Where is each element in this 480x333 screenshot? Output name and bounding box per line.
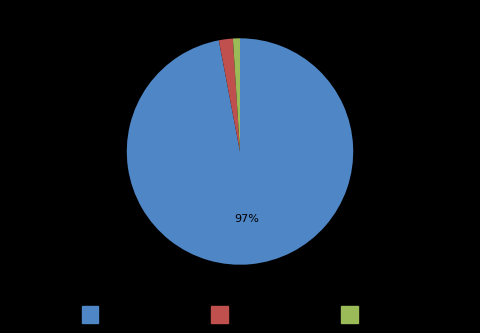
Wedge shape <box>233 38 240 152</box>
Wedge shape <box>219 39 240 152</box>
Wedge shape <box>127 38 353 265</box>
Text: 97%: 97% <box>234 214 259 224</box>
